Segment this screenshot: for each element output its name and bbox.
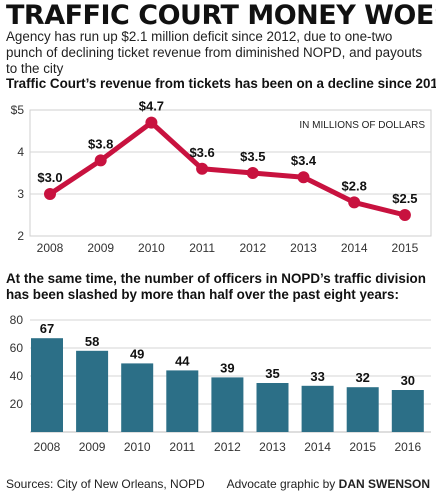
graphic-credit: Advocate graphic by DAN SWENSON bbox=[227, 477, 430, 491]
data-label: 30 bbox=[401, 373, 415, 388]
y-tick-label: 3 bbox=[17, 187, 24, 201]
data-label: $2.8 bbox=[342, 178, 367, 193]
page-title: TRAFFIC COURT MONEY WOES bbox=[6, 0, 436, 31]
data-label: $4.7 bbox=[139, 99, 164, 114]
x-tick-label: 2012 bbox=[214, 440, 241, 454]
credit-prefix: Advocate graphic by bbox=[226, 477, 336, 491]
bar bbox=[211, 377, 244, 432]
data-point bbox=[94, 154, 107, 167]
bar bbox=[391, 390, 424, 432]
x-tick-label: 2013 bbox=[290, 241, 317, 255]
x-tick-label: 2015 bbox=[349, 440, 376, 454]
x-tick-label: 2009 bbox=[79, 440, 106, 454]
data-label: $3.6 bbox=[189, 145, 214, 160]
data-label: 33 bbox=[310, 369, 324, 384]
x-tick-label: 2011 bbox=[169, 440, 195, 454]
data-point bbox=[246, 167, 259, 179]
y-tick-label: 20 bbox=[10, 397, 24, 411]
x-tick-label: 2011 bbox=[189, 241, 215, 255]
data-label: $3.5 bbox=[240, 149, 265, 164]
data-label: 35 bbox=[265, 366, 279, 381]
data-point bbox=[196, 162, 209, 175]
data-label: 58 bbox=[85, 334, 99, 349]
x-tick-label: 2012 bbox=[239, 241, 266, 255]
data-point bbox=[398, 209, 411, 221]
data-point bbox=[348, 196, 361, 209]
revenue-line bbox=[47, 120, 408, 218]
x-tick-label: 2015 bbox=[392, 241, 419, 255]
revenue-line-chart: 2 3 4 $5 IN MILLIONS OF DOLLARS $3.0 $3.8 $4.7 $… bbox=[11, 99, 432, 255]
bar bbox=[121, 363, 154, 432]
y-tick-label: 40 bbox=[10, 369, 24, 383]
data-label: $3.8 bbox=[88, 136, 113, 151]
x-tick-label: 2014 bbox=[304, 440, 331, 454]
data-label: 49 bbox=[130, 346, 144, 361]
x-tick-label: 2008 bbox=[37, 241, 64, 255]
x-tick-label: 2010 bbox=[138, 241, 165, 255]
bar bbox=[301, 385, 334, 432]
officers-bar-chart: 20 40 60 80 67 2008 58 2009 49 2010 44 2011 39 2012 35… bbox=[10, 313, 431, 454]
x-tick-label: 2013 bbox=[259, 440, 286, 454]
data-point bbox=[145, 116, 158, 129]
data-label: 67 bbox=[40, 321, 54, 336]
bar bbox=[76, 350, 109, 432]
bar bbox=[346, 387, 379, 432]
bar bbox=[256, 383, 289, 432]
y-tick-label: 4 bbox=[17, 145, 24, 159]
data-label: $3.4 bbox=[291, 153, 317, 168]
revenue-chart-title: Traffic Court’s revenue from tickets has… bbox=[6, 76, 436, 91]
data-label: 39 bbox=[220, 360, 234, 375]
x-tick-label: 2010 bbox=[124, 440, 151, 454]
x-tick-label: 2016 bbox=[394, 440, 421, 454]
y-tick-label: 2 bbox=[17, 229, 24, 243]
x-tick-label: 2009 bbox=[87, 241, 114, 255]
data-label: 44 bbox=[175, 353, 190, 368]
x-tick-label: 2008 bbox=[34, 440, 61, 454]
bar bbox=[166, 370, 199, 432]
data-label: $3.0 bbox=[37, 170, 62, 185]
data-label: 32 bbox=[355, 370, 369, 385]
plot-frame bbox=[29, 109, 432, 237]
unit-label: IN MILLIONS OF DOLLARS bbox=[299, 120, 425, 131]
y-tick-label: 80 bbox=[10, 313, 24, 327]
data-point bbox=[297, 171, 310, 184]
data-label: $2.5 bbox=[392, 191, 417, 206]
sources-note: Sources: City of New Orleans, NOPD bbox=[6, 477, 205, 491]
x-tick-label: 2014 bbox=[341, 241, 368, 255]
data-point bbox=[44, 188, 56, 200]
bar bbox=[31, 338, 63, 432]
page-subtitle: Agency has run up $2.1 million deficit s… bbox=[6, 29, 423, 76]
officers-chart-title: At the same time, the number of officers… bbox=[6, 271, 426, 302]
credit-name: DAN SWENSON bbox=[338, 477, 430, 491]
y-tick-label: $5 bbox=[11, 103, 25, 117]
y-tick-label: 60 bbox=[10, 341, 24, 355]
